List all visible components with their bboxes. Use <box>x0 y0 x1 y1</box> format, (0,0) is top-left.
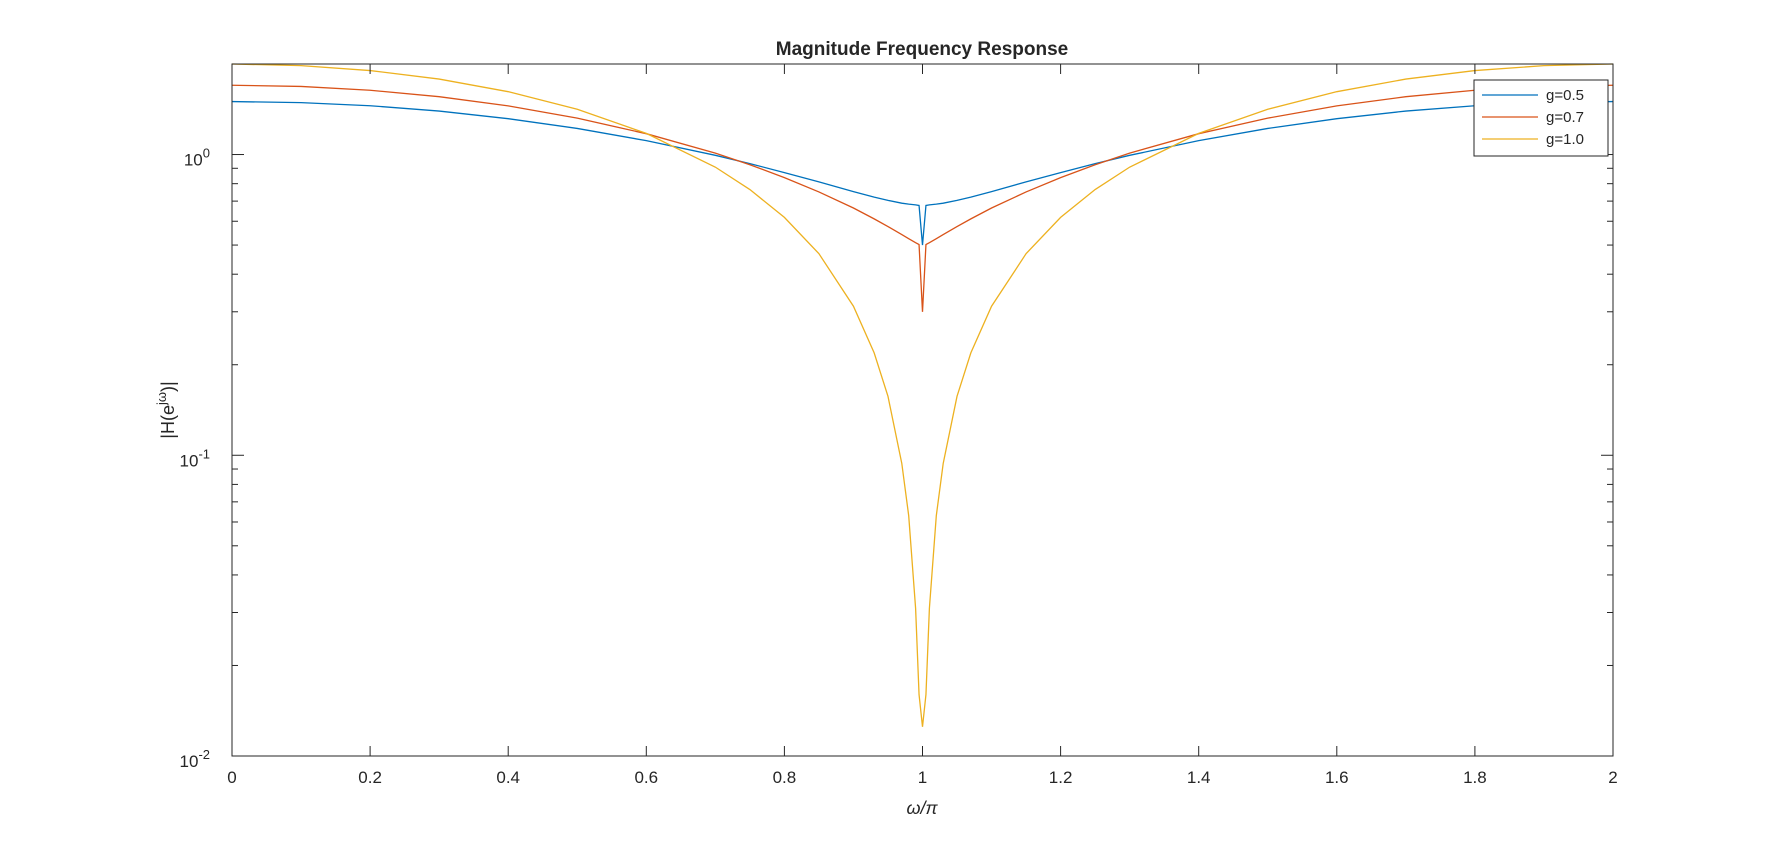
x-tick-label: 1.8 <box>1463 768 1487 787</box>
series-line-1 <box>231 100 1614 246</box>
x-tick-label: 0.8 <box>773 768 797 787</box>
y-tick-label: 10-2 <box>180 747 210 771</box>
legend: g=0.5 g=0.7 g=1.0 <box>1473 79 1609 157</box>
series-layer <box>231 63 1614 727</box>
y-tick-label-base: 10 <box>184 151 203 170</box>
legend-label-2: g=0.7 <box>1546 109 1584 126</box>
chart-title: Magnitude Frequency Response <box>776 39 1068 60</box>
y-tick-label-base: 10 <box>180 752 199 771</box>
y-tick-label: 100 <box>184 146 210 170</box>
x-tick-label: 1 <box>918 768 927 787</box>
legend-label-3: g=1.0 <box>1546 131 1584 148</box>
y-tick-label-exponent: -2 <box>198 747 210 762</box>
x-tick-label: 1.6 <box>1325 768 1349 787</box>
y-tick-label-base: 10 <box>180 451 199 470</box>
x-tick-label: 2 <box>1608 768 1617 787</box>
y-tick-label: 10-1 <box>180 446 210 470</box>
x-tick-label: 0 <box>227 768 236 787</box>
y-tick-label-exponent: -1 <box>198 446 210 461</box>
x-tick-label: 1.4 <box>1187 768 1211 787</box>
x-tick-label: 0.6 <box>634 768 658 787</box>
x-axis-ticks: 0 0.2 0.4 0.6 0.8 1 1.2 1.4 1.6 1.8 2 <box>227 64 1618 787</box>
plot-background <box>232 64 1613 756</box>
y-tick-label-exponent: 0 <box>203 146 210 161</box>
x-tick-label: 1.2 <box>1049 768 1073 787</box>
legend-label-1: g=0.5 <box>1546 87 1584 104</box>
y-axis-label-base: |H(e <box>158 405 178 439</box>
x-tick-label: 0.2 <box>358 768 382 787</box>
x-axis-label: ω/π <box>906 798 938 818</box>
y-axis-label: |H(ejω)| <box>154 381 178 438</box>
x-tick-label: 0.4 <box>496 768 520 787</box>
y-axis-label-tail: )| <box>158 381 178 392</box>
legend-box <box>1473 79 1609 157</box>
y-axis-label-superscript: jω <box>154 392 169 406</box>
series-line-3 <box>231 63 1614 727</box>
